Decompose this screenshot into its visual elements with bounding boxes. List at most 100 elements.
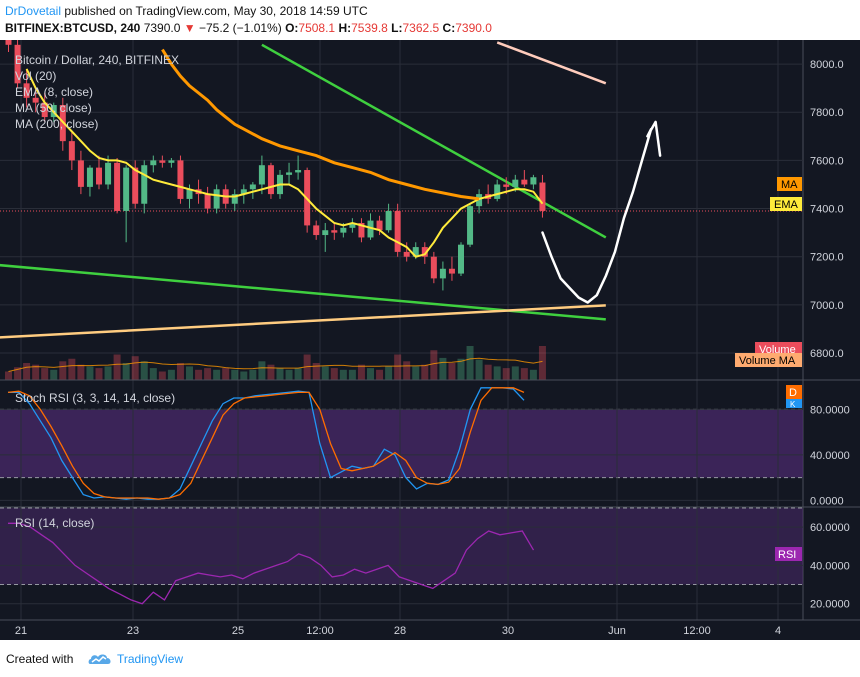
candle-body xyxy=(467,206,474,245)
volume-bar xyxy=(222,368,230,380)
volume-bar xyxy=(538,346,546,380)
tradingview-logo-icon[interactable] xyxy=(88,650,112,666)
stoch-line-d xyxy=(7,387,525,500)
stoch-tick-label: 0.0000 xyxy=(810,495,844,507)
candle-body xyxy=(376,220,383,231)
volume-bar xyxy=(439,357,447,380)
candle-body xyxy=(358,223,365,238)
candle-body xyxy=(132,167,139,204)
volume-bar xyxy=(466,346,474,380)
close-label: C: xyxy=(442,21,456,35)
candle-body xyxy=(403,251,410,257)
stoch-pane-background xyxy=(0,408,803,479)
volume-bar xyxy=(412,366,420,380)
volume-ma-badge: Volume MA xyxy=(735,353,802,367)
volume-bar xyxy=(167,369,175,380)
ema-line xyxy=(25,68,544,258)
volume-bar xyxy=(385,366,393,380)
volume-bar xyxy=(475,359,483,380)
volume-ma-badge-label: Volume MA xyxy=(739,355,796,367)
volume-bar xyxy=(285,369,293,380)
low-value: 7362.5 xyxy=(402,21,440,35)
candle-body xyxy=(322,230,329,236)
volume-bar xyxy=(59,361,67,380)
volume-bars xyxy=(5,346,546,380)
volume-bar xyxy=(520,368,528,380)
volume-bar xyxy=(394,354,402,380)
candle-body xyxy=(23,83,30,98)
time-tick-label: 4 xyxy=(775,625,781,637)
volume-bar xyxy=(204,368,212,380)
candle-body xyxy=(521,179,528,185)
price-tick-label: 7800.0 xyxy=(810,107,844,119)
chart-canvas[interactable]: 8000.0 7800.0 7600.0 7400.0 7200.0 7000.0 6800… xyxy=(0,40,860,640)
volume-bar xyxy=(376,369,384,380)
volume-bar xyxy=(14,367,22,380)
stoch-band xyxy=(0,409,803,478)
rsi-series-line xyxy=(8,522,535,605)
rsi-tick-label: 20.0000 xyxy=(810,599,850,611)
volume-bar xyxy=(448,363,456,380)
candle-body xyxy=(503,184,510,187)
legend-ma50: MA (50, close) xyxy=(15,101,92,115)
ohlc-line: BITFINEX:BTCUSD, 240 7390.0 ▼ −75.2 (−1.… xyxy=(5,21,492,35)
candle-body xyxy=(96,167,102,185)
volume-bar xyxy=(339,369,347,380)
candle-body xyxy=(367,220,374,238)
high-label: H: xyxy=(338,21,352,35)
candle-body xyxy=(86,167,93,187)
candle-body xyxy=(186,189,193,199)
volume-bar xyxy=(249,369,257,380)
stoch-tick-label: 80.0000 xyxy=(810,404,850,416)
volume-bar xyxy=(312,363,320,380)
volume-bar xyxy=(294,368,302,380)
volume-bar xyxy=(430,350,438,380)
high-value: 7539.8 xyxy=(351,21,388,35)
time-tick-label: Jun xyxy=(608,625,626,637)
legend-ema: EMA (8, close) xyxy=(15,85,93,99)
chart-header: DrDovetail published on TradingView.com,… xyxy=(0,0,860,40)
rsi-badge-label: RSI xyxy=(778,549,796,561)
volume-bar xyxy=(240,371,248,380)
volume-bar xyxy=(95,368,103,380)
price-tick-label: 6800.0 xyxy=(810,348,844,360)
trendline-ma-200 xyxy=(496,41,607,85)
stoch-title: Stoch RSI (3, 3, 14, 14, close) xyxy=(15,391,175,405)
stoch-badge: D K xyxy=(786,385,802,409)
open-label: O: xyxy=(285,21,299,35)
stoch-k-badge-label: K xyxy=(790,400,796,409)
volume-bar xyxy=(186,366,193,380)
down-arrow-icon: ▼ xyxy=(183,21,196,35)
volume-bar xyxy=(258,361,266,380)
volume-bar xyxy=(68,358,76,380)
candle-body xyxy=(150,160,157,166)
legend-ma200: MA (200, close) xyxy=(15,117,98,131)
author-link[interactable]: DrDovetail xyxy=(5,4,62,18)
time-tick-label: 30 xyxy=(502,625,514,637)
time-tick-label: 12:00 xyxy=(683,625,711,637)
price-change: −75.2 (−1.01%) xyxy=(198,21,282,35)
candle-body xyxy=(448,268,455,274)
candle-body xyxy=(349,223,356,228)
price-tick-label: 7600.0 xyxy=(810,155,844,167)
candle-body xyxy=(258,165,265,185)
volume-bar xyxy=(77,364,85,380)
price-tick-label: 8000.0 xyxy=(810,59,844,71)
drawn-projection xyxy=(541,120,662,304)
rsi-tick-label: 60.0000 xyxy=(810,522,850,534)
trendline-rising-support xyxy=(0,304,606,339)
rsi-tick-label: 40.0000 xyxy=(810,560,850,572)
stoch-rsi-lines xyxy=(7,387,525,500)
volume-bar xyxy=(158,371,166,380)
price-tick-label: 7200.0 xyxy=(810,252,844,264)
candle-body xyxy=(331,230,338,233)
tradingview-link[interactable]: TradingView xyxy=(117,652,184,666)
volume-bar xyxy=(41,368,49,380)
price-axis[interactable] xyxy=(803,40,860,640)
footer: Created with TradingView xyxy=(0,640,860,677)
volume-bar xyxy=(231,369,239,380)
volume-bar xyxy=(5,371,12,380)
volume-bar xyxy=(330,368,338,380)
candle-body xyxy=(267,165,274,195)
volume-bar xyxy=(276,368,284,380)
